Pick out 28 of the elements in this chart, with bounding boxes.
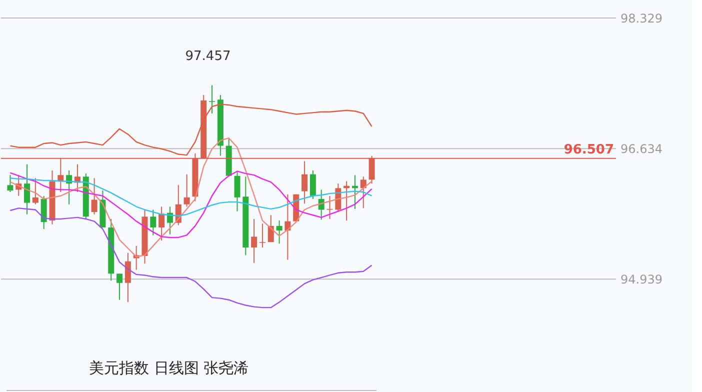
candlestick [158,206,165,242]
candlestick [368,155,375,184]
candlestick [116,273,123,300]
candlestick [184,174,190,208]
line-series [10,137,372,258]
annotation: 97.457 [185,49,231,64]
candlestick [276,220,282,244]
y-tick-label: 94.939 [620,272,662,287]
candlestick [40,195,47,230]
candlestick [124,252,131,303]
candlestick [32,178,38,205]
candlestick [302,160,308,204]
candlestick [91,178,98,215]
candlestick [7,174,14,193]
annotation: 美元指数 日线图 张尧浠 [89,359,249,377]
ref-line-label: 96.507 [564,142,614,158]
y-tick-label: 98.329 [620,12,662,26]
candlestick [209,84,216,114]
line-series [10,104,372,156]
y-tick-label: 96.634 [620,142,662,156]
line-series [10,170,372,238]
candlestick [360,176,366,209]
candlestick [150,209,156,236]
candlestick [234,171,240,212]
candlestick [310,170,316,200]
candlestick [259,223,266,248]
candlestick [24,164,30,215]
candlestick [251,218,258,264]
